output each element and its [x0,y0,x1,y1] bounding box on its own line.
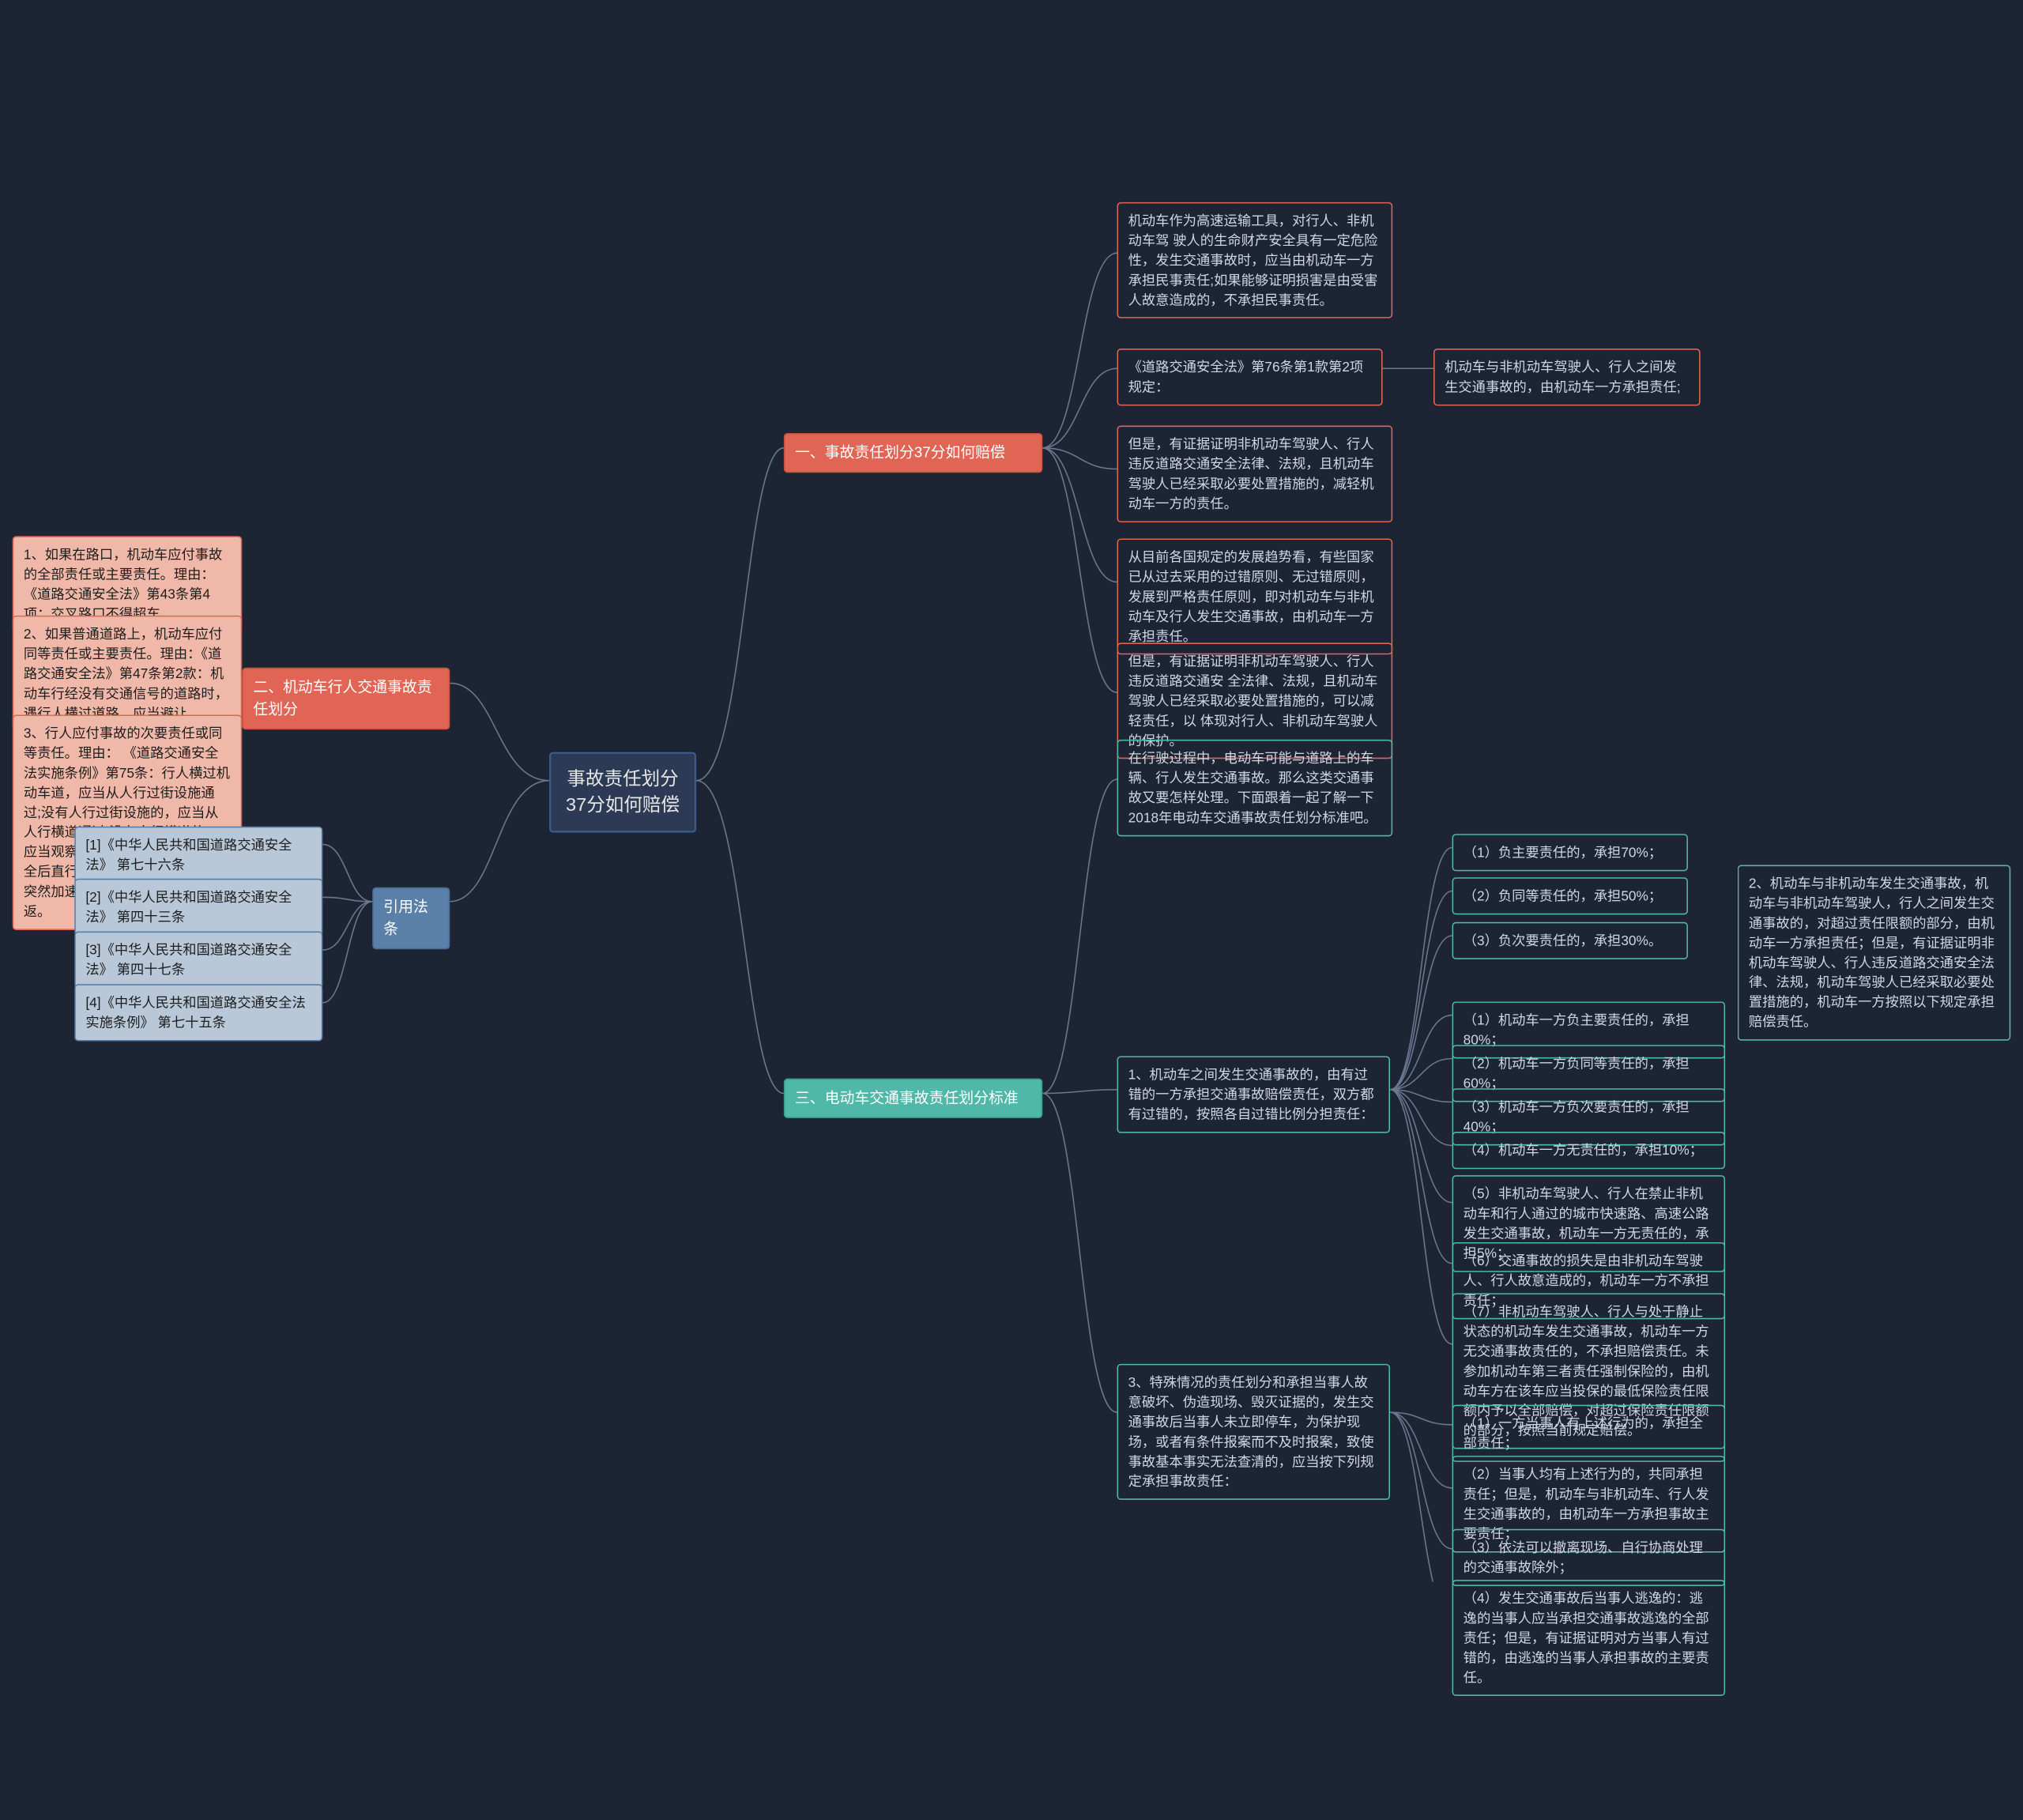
b3-p1c[interactable]: （3）负次要责任的，承担30%。 [1452,922,1688,959]
root-node[interactable]: 事故责任划分37分如何赔偿 [549,752,696,833]
b3-p2d[interactable]: （4）机动车一方无责任的，承担10%； [1452,1132,1726,1170]
b3-p1a[interactable]: （1）负主要责任的，承担70%； [1452,835,1688,872]
b3-intro[interactable]: 在行驶过程中，电动车可能与道路上的车辆、行人发生交通事故。那么这类交通事故又要怎… [1117,740,1392,836]
branch-1[interactable]: 一、事故责任划分37分如何赔偿 [784,433,1042,473]
b4-c2[interactable]: [2]《中华人民共和国道路交通安全法》 第四十三条 [74,879,322,936]
b1-c4-text: 从目前各国规定的发展趋势看，有些国家已从过去采用的过错原则、无过错原则，发展到严… [1128,549,1374,644]
b4-c1[interactable]: [1]《中华人民共和国道路交通安全法》 第七十六条 [74,827,322,884]
b3-p2-text: 2、机动车与非机动车发生交通事故，机动车与非机动车驾驶人，行人之间发生交通事故的… [1749,876,1995,1030]
b3-p1b-text: （2）负同等责任的，承担50%； [1464,888,1663,904]
b3-p3c[interactable]: （3）依法可以撤离现场、自行协商处理的交通事故除外； [1452,1529,1726,1586]
b3-p3-text: 3、特殊情况的责任划分和承担当事人故意破坏、伪造现场、毁灭证据的，发生交通事故后… [1128,1375,1374,1490]
b3-p2a-text: （1）机动车一方负主要责任的，承担80%； [1464,1012,1690,1048]
b1-c2a-text: 机动车与非机动车驾驶人、行人之间发生交通事故的，由机动车一方承担责任; [1445,360,1681,395]
b3-p3d[interactable]: （4）发生交通事故后当事人逃逸的：逃逸的当事人应当承担交通事故逃逸的全部责任；但… [1452,1581,1726,1697]
branch-4[interactable]: 引用法条 [372,887,450,950]
b3-p1b[interactable]: （2）负同等责任的，承担50%； [1452,878,1688,915]
b1-c3[interactable]: 但是，有证据证明非机动车驾驶人、行人违反道路交通安全法律、法规，且机动车驾驶人已… [1117,426,1392,522]
b3-p2b-text: （2）机动车一方负同等责任的，承担60%； [1464,1056,1690,1091]
b2-c2-text: 2、如果普通道路上，机动车应付同等责任或主要责任。理由：《道路交通安全法》第47… [24,627,228,722]
b1-c2[interactable]: 《道路交通安全法》第76条第1款第2项规定： [1117,349,1382,406]
b4-c2-text: [2]《中华人民共和国道路交通安全法》 第四十三条 [85,890,292,925]
b4-c3-text: [3]《中华人民共和国道路交通安全法》 第四十七条 [85,942,292,978]
b1-c1-text: 机动车作为高速运输工具，对行人、非机动车驾 驶人的生命财产安全具有一定危险性，发… [1128,213,1378,308]
root-label: 事故责任划分37分如何赔偿 [566,769,680,816]
branch-2[interactable]: 二、机动车行人交通事故责任划分 [242,668,450,730]
b3-intro-text: 在行驶过程中，电动车可能与道路上的车辆、行人发生交通事故。那么这类交通事故又要怎… [1128,751,1377,826]
b1-c1[interactable]: 机动车作为高速运输工具，对行人、非机动车驾 驶人的生命财产安全具有一定危险性，发… [1117,202,1392,318]
b3-p2c-text: （3）机动车一方负次要责任的，承担40%； [1464,1099,1690,1135]
branch-3-label: 三、电动车交通事故责任划分标准 [795,1090,1019,1106]
b1-c2-text: 《道路交通安全法》第76条第1款第2项规定： [1128,360,1364,395]
b4-c4-text: [4]《中华人民共和国道路交通安全法实施条例》 第七十五条 [85,995,305,1031]
b1-c2a[interactable]: 机动车与非机动车驾驶人、行人之间发生交通事故的，由机动车一方承担责任; [1433,349,1701,406]
b3-p3a-text: （1）一方当事人有上述行为的，承担全部责任； [1464,1415,1703,1451]
b3-p1a-text: （1）负主要责任的，承担70%； [1464,845,1663,861]
branch-3[interactable]: 三、电动车交通事故责任划分标准 [784,1079,1042,1118]
b1-c3-text: 但是，有证据证明非机动车驾驶人、行人违反道路交通安全法律、法规，且机动车驾驶人已… [1128,436,1374,511]
b3-p3d-text: （4）发生交通事故后当事人逃逸的：逃逸的当事人应当承担交通事故逃逸的全部责任；但… [1464,1591,1709,1686]
b4-c4[interactable]: [4]《中华人民共和国道路交通安全法实施条例》 第七十五条 [74,985,322,1042]
b1-c4[interactable]: 从目前各国规定的发展趋势看，有些国家已从过去采用的过错原则、无过错原则，发展到严… [1117,539,1392,655]
b3-p1[interactable]: 1、机动车之间发生交通事故的，由有过错的一方承担交通事故赔偿责任，双方都有过错的… [1117,1057,1390,1133]
b3-p1c-text: （3）负次要责任的，承担30%。 [1464,933,1663,949]
b3-p3[interactable]: 3、特殊情况的责任划分和承担当事人故意破坏、伪造现场、毁灭证据的，发生交通事故后… [1117,1364,1390,1500]
branch-2-label: 二、机动车行人交通事故责任划分 [253,679,431,718]
b4-c1-text: [1]《中华人民共和国道路交通安全法》 第七十六条 [85,838,292,873]
b3-p2d-text: （4）机动车一方无责任的，承担10%； [1464,1143,1703,1159]
b1-c5-text: 但是，有证据证明非机动车驾驶人、行人违反道路交通安 全法律、法规，且机动车驾驶人… [1128,654,1378,748]
branch-4-label: 引用法条 [383,899,428,937]
b3-p3c-text: （3）依法可以撤离现场、自行协商处理的交通事故除外； [1464,1540,1703,1576]
b3-p3a[interactable]: （1）一方当事人有上述行为的，承担全部责任； [1452,1405,1726,1462]
b3-p1-text: 1、机动车之间发生交通事故的，由有过错的一方承担交通事故赔偿责任，双方都有过错的… [1128,1067,1374,1122]
branch-1-label: 一、事故责任划分37分如何赔偿 [795,445,1005,462]
b2-c1-text: 1、如果在路口，机动车应付事故的全部责任或主要责任。理由：《道路交通安全法》第4… [24,547,222,622]
b3-p2[interactable]: 2、机动车与非机动车发生交通事故，机动车与非机动车驾驶人，行人之间发生交通事故的… [1738,865,2011,1041]
b4-c3[interactable]: [3]《中华人民共和国道路交通安全法》 第四十七条 [74,932,322,989]
